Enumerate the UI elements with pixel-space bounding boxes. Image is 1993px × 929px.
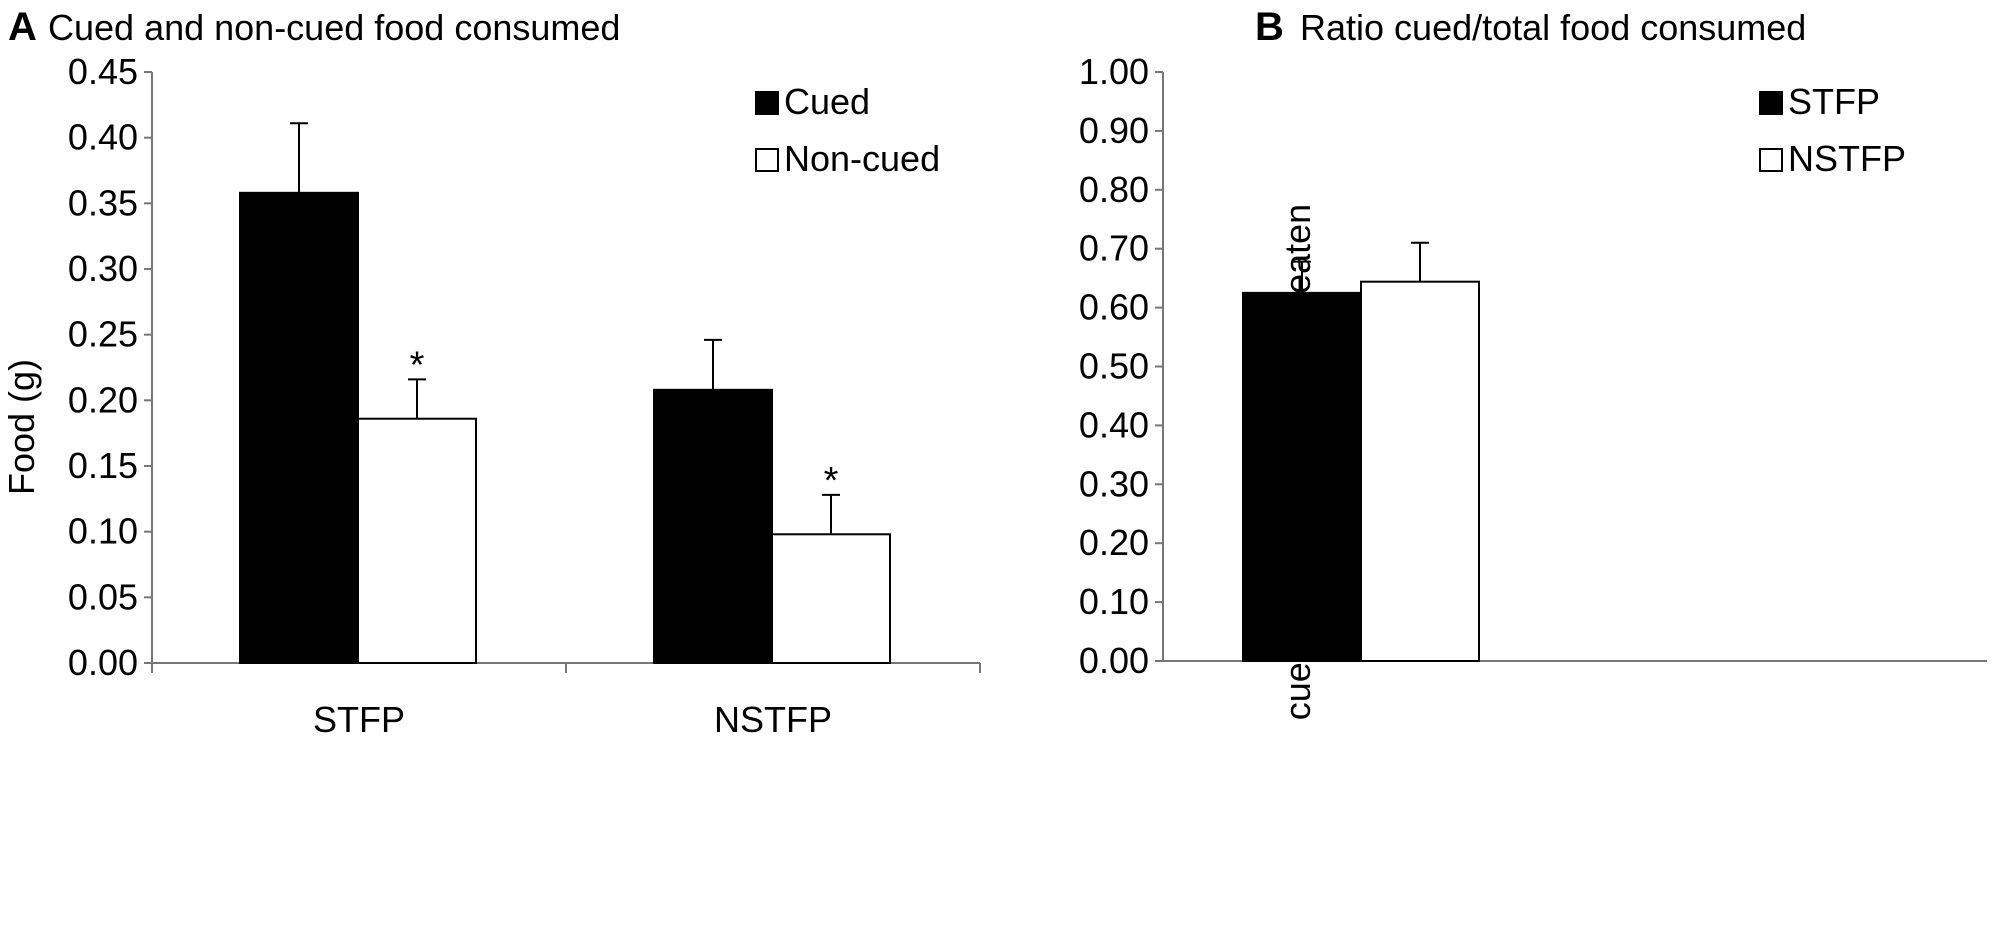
y-tick-label: 0.20 bbox=[68, 379, 138, 420]
panel-a: A Cued and non-cued food consumed Food (… bbox=[1, 5, 981, 740]
y-tick-label: 0.05 bbox=[68, 576, 138, 617]
category-label: STFP bbox=[313, 699, 405, 740]
legend-swatch-stfp bbox=[1759, 91, 1783, 115]
y-tick-label: 0.70 bbox=[1079, 228, 1149, 269]
panel-a-bars: ** bbox=[239, 122, 891, 664]
y-tick-label: 0.80 bbox=[1079, 169, 1149, 210]
category-label: NSTFP bbox=[714, 699, 832, 740]
legend-label-stfp: STFP bbox=[1788, 81, 1880, 122]
y-tick-label: 0.50 bbox=[1079, 346, 1149, 387]
y-tick-label: 0.90 bbox=[1079, 110, 1149, 151]
panel-a-category-labels: STFP NSTFP bbox=[313, 699, 832, 740]
legend-swatch-cued bbox=[755, 91, 779, 115]
bar-cued-stfp bbox=[239, 191, 359, 664]
significance-marker: * bbox=[410, 344, 425, 386]
bar-stfp-ratio bbox=[1242, 291, 1362, 662]
y-tick-label: 0.35 bbox=[68, 182, 138, 223]
panel-a-y-ticks: 0.00 0.05 0.10 0.15 0.20 0.25 0.30 0.35 0.40 0.45 bbox=[68, 51, 152, 683]
bar-non-cued-nstfp bbox=[771, 533, 891, 664]
y-tick-label: 0.30 bbox=[68, 248, 138, 289]
y-tick-label: 0.45 bbox=[68, 51, 138, 92]
legend-label-nstfp: NSTFP bbox=[1788, 138, 1906, 179]
panel-b-bars bbox=[1242, 241, 1480, 662]
legend-swatch-non-cued bbox=[755, 148, 779, 172]
y-tick-label: 0.20 bbox=[1079, 522, 1149, 563]
y-tick-label: 0.15 bbox=[68, 445, 138, 486]
panel-b-legend: STFP NSTFP bbox=[1759, 81, 1906, 179]
panel-b-title: Ratio cued/total food consumed bbox=[1300, 7, 1806, 48]
bar-nstfp-ratio bbox=[1360, 280, 1480, 662]
y-tick-label: 0.25 bbox=[68, 314, 138, 355]
y-tick-label: 0.60 bbox=[1079, 287, 1149, 328]
panel-b: B Ratio cued/total food consumed cued fo… bbox=[1079, 5, 1987, 720]
panel-a-letter: A bbox=[8, 5, 37, 49]
panel-a-x-ticks bbox=[151, 663, 981, 673]
panel-b-y-ticks: 0.00 0.10 0.20 0.30 0.40 0.50 0.60 0.70 0.80 0.90… bbox=[1079, 51, 1163, 681]
panel-a-legend: Cued Non-cued bbox=[755, 81, 940, 179]
panel-b-letter: B bbox=[1255, 5, 1284, 49]
legend-label-cued: Cued bbox=[784, 81, 870, 122]
bar-cued-nstfp bbox=[653, 388, 773, 664]
panel-a-title: Cued and non-cued food consumed bbox=[48, 7, 620, 48]
y-tick-label: 0.10 bbox=[1079, 581, 1149, 622]
y-tick-label: 0.30 bbox=[1079, 463, 1149, 504]
bar-non-cued-stfp bbox=[357, 417, 477, 664]
panel-a-y-axis-label: Food (g) bbox=[1, 359, 42, 495]
y-tick-label: 0.40 bbox=[1079, 404, 1149, 445]
y-tick-label: 0.40 bbox=[68, 117, 138, 158]
legend-swatch-nstfp bbox=[1759, 148, 1783, 172]
y-tick-label: 1.00 bbox=[1079, 51, 1149, 92]
legend-label-non-cued: Non-cued bbox=[784, 138, 940, 179]
y-tick-label: 0.00 bbox=[1079, 640, 1149, 681]
y-tick-label: 0.10 bbox=[68, 511, 138, 552]
significance-marker: * bbox=[824, 460, 839, 502]
y-tick-label: 0.00 bbox=[68, 642, 138, 683]
